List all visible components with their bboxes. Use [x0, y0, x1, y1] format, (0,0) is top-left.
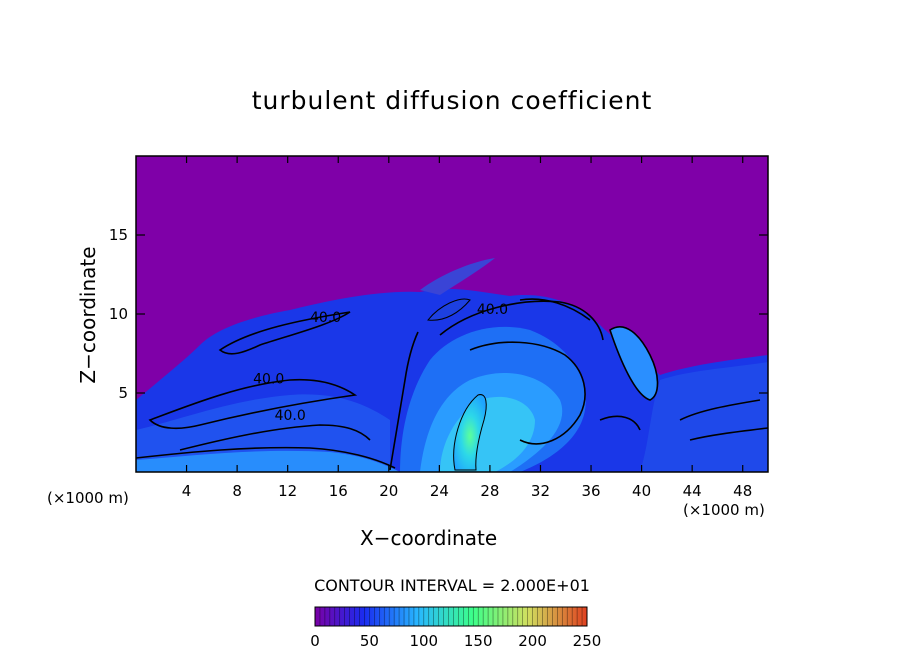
colorbar-tick-label: 150 [464, 632, 493, 650]
contour-lines [136, 298, 768, 471]
contour-label: 40.0 [253, 372, 284, 388]
colorbar: 0 50 100 150 200 250 [310, 606, 601, 650]
surface-band [136, 450, 400, 472]
x-tick-label: 44 [683, 482, 702, 500]
y-axis-ticks: 5 10 15 [109, 226, 768, 402]
right-cell [610, 326, 658, 400]
contour-interval-text: CONTOUR INTERVAL = 2.000E+01 [314, 576, 590, 595]
colorbar-tick-label: 0 [310, 632, 320, 650]
x-tick-label: 8 [232, 482, 242, 500]
contour-label: 40.0 [477, 302, 508, 318]
y-tick-label: 5 [118, 384, 128, 402]
wisp-cell [427, 298, 471, 321]
x-tick-label: 32 [531, 482, 550, 500]
x-unit-left: (×1000 m) [47, 489, 129, 507]
y-tick-label: 10 [109, 305, 128, 323]
colorbar-tick-label: 250 [573, 632, 602, 650]
colorbar-tick-label: 50 [360, 632, 379, 650]
right-band [640, 362, 768, 472]
vortex-core [453, 394, 487, 471]
colorbar-tick-label: 100 [409, 632, 438, 650]
x-tick-label: 40 [632, 482, 651, 500]
colorbar-gradient [314, 606, 588, 627]
contour-label: 40.0 [275, 408, 306, 424]
diffusion-field [136, 156, 768, 472]
x-axis-label: X−coordinate [360, 526, 498, 550]
x-tick-label: 36 [581, 482, 600, 500]
colorbar-tick-label: 200 [518, 632, 547, 650]
contour-label: 40.0 [310, 310, 341, 326]
x-unit-right: (×1000 m) [683, 501, 765, 519]
colorbar-stripes [319, 607, 583, 626]
overshoot-wisp [420, 258, 495, 295]
x-axis-ticks: 4 8 12 16 20 24 28 32 36 40 44 48 [182, 156, 752, 500]
x-tick-label: 48 [733, 482, 752, 500]
x-tick-label: 4 [182, 482, 192, 500]
chart-title: turbulent diffusion coefficient [251, 86, 653, 115]
x-tick-label: 16 [329, 482, 348, 500]
x-tick-label: 20 [379, 482, 398, 500]
x-tick-label: 12 [278, 482, 297, 500]
contour-labels: 40.0 40.0 40.0 40.0 [253, 302, 508, 424]
x-tick-label: 28 [480, 482, 499, 500]
y-axis-label: Z−coordinate [76, 246, 100, 384]
x-tick-label: 24 [430, 482, 449, 500]
colorbar-tick-labels: 0 50 100 150 200 250 [310, 632, 601, 650]
y-tick-label: 15 [109, 226, 128, 244]
